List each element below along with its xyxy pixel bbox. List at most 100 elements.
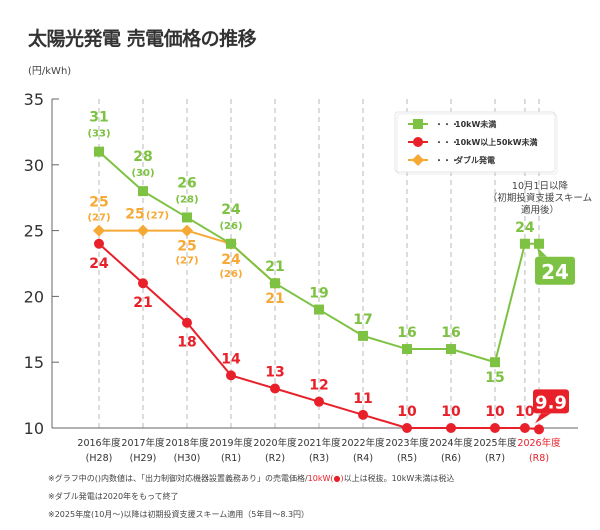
- x-tick-label: 2025年度: [473, 437, 517, 449]
- data-label-green: 21: [265, 259, 284, 275]
- data-label-green: 28: [133, 149, 152, 165]
- annotation-line: （初期投資支援スキーム: [488, 192, 592, 204]
- marker-circle: [314, 396, 324, 407]
- data-sublabel-orange: (26): [219, 269, 242, 280]
- marker-square: [490, 357, 500, 368]
- data-label-green: 26: [177, 175, 196, 191]
- legend-dots: ・・・: [435, 138, 459, 147]
- y-tick-label: 25: [24, 222, 44, 241]
- data-label-green: 17: [353, 312, 372, 328]
- x-tick-sublabel: (R8): [529, 453, 549, 464]
- legend-label: 10kW未満: [455, 119, 496, 129]
- footnote-1: ※グラフ中の()内数値は、「出力制御対応機器設置義務あり」の売電価格/10kW(…: [48, 474, 455, 483]
- data-sublabel-orange: (27): [87, 213, 110, 224]
- marker-square: [402, 344, 412, 355]
- marker-square: [446, 344, 456, 355]
- marker-circle: [534, 424, 544, 435]
- x-tick-sublabel: (H28): [86, 453, 113, 464]
- data-label-green: 24: [221, 202, 241, 218]
- x-tick-sublabel: (R2): [265, 453, 285, 464]
- marker-circle: [270, 383, 280, 394]
- marker-square: [358, 330, 368, 341]
- y-axis-unit: (円/kWh): [28, 66, 72, 77]
- data-sublabel-green: (33): [87, 129, 110, 140]
- marker-square: [94, 146, 104, 157]
- data-label-green: 15: [485, 370, 504, 386]
- marker-square: [226, 238, 236, 249]
- marker-square: [270, 278, 280, 289]
- x-tick-sublabel: (R5): [397, 453, 417, 464]
- data-label-red: 13: [265, 365, 284, 381]
- x-tick-label: 2019年度: [209, 437, 253, 449]
- marker-square: [534, 238, 544, 249]
- legend-dots: ・・・: [435, 156, 459, 165]
- x-tick-label: 2018年度: [165, 437, 209, 449]
- callout-pointer-red: [535, 413, 551, 424]
- legend-label: 10kW以上50kW未満: [455, 137, 538, 147]
- data-label-orange: 24: [221, 252, 241, 268]
- marker-circle: [446, 423, 456, 433]
- data-label-red: 21: [133, 295, 152, 311]
- marker-diamond: [93, 224, 105, 237]
- marker-circle: [226, 370, 236, 381]
- annotation-line: 適用後）: [521, 204, 559, 216]
- data-label-orange: 21: [265, 291, 284, 307]
- x-tick-label: 2020年度: [253, 437, 297, 449]
- legend-marker-square: [413, 119, 423, 129]
- legend-label: ダブル発電: [455, 155, 495, 165]
- data-label-orange: 25: [125, 207, 144, 223]
- x-tick-label: 2017年度: [121, 437, 165, 449]
- y-tick-label: 15: [24, 353, 44, 372]
- data-label-green: 16: [441, 325, 460, 341]
- marker-square: [182, 212, 192, 223]
- y-tick-label: 35: [24, 90, 44, 109]
- callout-pointer-green: [537, 246, 547, 257]
- data-sublabel-orange: (27): [146, 211, 169, 222]
- data-label-red: 18: [177, 335, 196, 351]
- x-tick-sublabel: (R6): [441, 453, 461, 464]
- marker-diamond: [137, 224, 149, 237]
- marker-diamond: [181, 224, 193, 237]
- data-label-green: 19: [309, 286, 328, 302]
- marker-circle: [490, 423, 500, 433]
- price-chart: 35 30 25 20 15 10 2016年度 (H28) 2017年度 (H29) 2018年度…: [24, 90, 592, 464]
- marker-circle: [138, 278, 148, 289]
- legend-dots: ・・・: [435, 120, 459, 129]
- data-label-red: 10: [441, 404, 461, 420]
- x-tick-sublabel: (R1): [221, 453, 241, 464]
- callout-value-green: 24: [541, 260, 569, 284]
- footnote-2: ※ダブル発電は2020年をもって終了: [48, 492, 179, 501]
- marker-circle: [358, 409, 368, 420]
- data-label-green: 31: [89, 110, 108, 126]
- data-sublabel-green: (26): [219, 221, 242, 232]
- legend-shadow: [396, 113, 558, 175]
- marker-circle: [519, 423, 530, 433]
- data-label-green: 24: [515, 220, 535, 236]
- marker-square: [314, 304, 324, 315]
- x-tick-label: 2024年度: [429, 437, 473, 449]
- marker-circle: [402, 423, 412, 433]
- footnote-3: ※2025年度(10月～)以降は初期投資支援スキーム適用（5年目～8.3円）: [48, 510, 310, 519]
- legend-marker-diamond: [412, 154, 424, 166]
- footnotes: ※グラフ中の()内数値は、「出力制御対応機器設置義務あり」の売電価格/10kW(…: [48, 470, 454, 524]
- y-tick-label: 30: [24, 156, 44, 175]
- data-label-red: 12: [309, 378, 328, 394]
- y-tick-label: 10: [24, 419, 44, 438]
- x-tick-label: 2021年度: [297, 437, 341, 449]
- data-label-orange: 25: [177, 239, 196, 255]
- data-label-orange: 25: [89, 195, 108, 211]
- x-tick-label: 2022年度: [341, 437, 385, 449]
- x-tick-label: 2023年度: [385, 437, 429, 449]
- y-tick-label: 20: [24, 287, 44, 306]
- x-tick-sublabel: (R7): [485, 453, 505, 464]
- data-sublabel-green: (28): [175, 194, 198, 205]
- data-label-red: 10: [397, 404, 417, 420]
- marker-circle: [182, 317, 192, 328]
- x-tick-sublabel: (R4): [353, 453, 373, 464]
- legend-marker-circle: [413, 137, 423, 147]
- marker-square: [138, 186, 148, 197]
- marker-square: [519, 238, 530, 249]
- callout-value-red: 9.9: [535, 392, 567, 413]
- data-label-red: 11: [353, 391, 372, 407]
- x-tick-label: 2026年度: [517, 437, 561, 449]
